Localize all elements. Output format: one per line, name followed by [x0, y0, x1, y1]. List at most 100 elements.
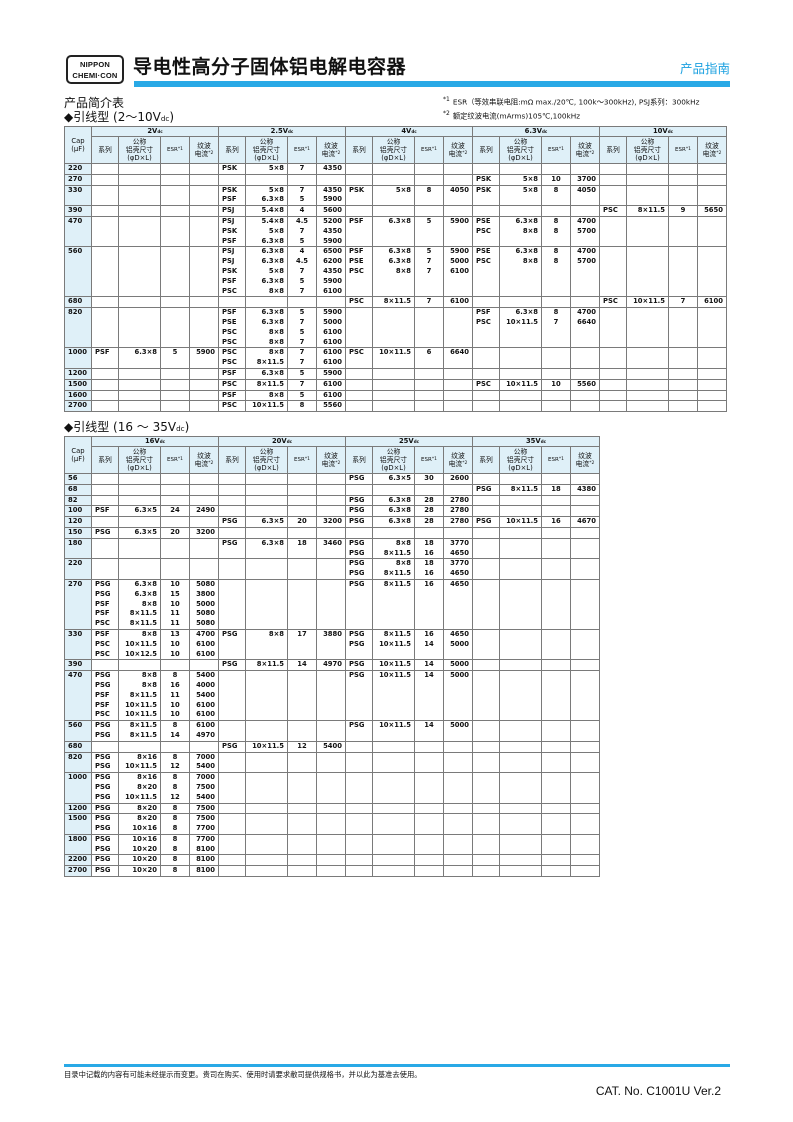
size-value: 8×11.5: [383, 548, 411, 557]
empty-line: [121, 549, 157, 559]
cap-cell: 390: [64, 659, 92, 672]
section-label: 产品指南: [679, 61, 730, 76]
ripple-cell: [443, 389, 473, 402]
empty-line: [248, 866, 284, 876]
esr-cell: [541, 537, 571, 560]
table-row: 220 PSK 5×8 7 4350: [64, 163, 727, 175]
note-esr: *1 ESR（等效串联电阻:mΩ max./20℃, 100k～300kHz), …: [443, 96, 699, 107]
empty-line: [319, 175, 342, 185]
empty-line: [121, 237, 157, 247]
ripple-cell: 4700 6640: [570, 307, 600, 349]
empty-line: [222, 297, 243, 307]
empty-line: [222, 731, 243, 741]
size-cell: 6.3×8 8×8: [499, 215, 542, 248]
esr-cell: 5: [160, 347, 190, 369]
empty-line: [700, 277, 723, 287]
empty-line: [319, 835, 342, 845]
size-cell: [118, 659, 161, 672]
size-value: 10×20: [132, 844, 157, 853]
empty-line: [248, 793, 284, 803]
empty-line: [502, 660, 538, 670]
catalog-number: CAT. No. C1001U Ver.2: [595, 1084, 721, 1098]
ripple-value: 5080: [196, 619, 215, 628]
empty-line: [544, 835, 568, 845]
series-header: 系列: [91, 136, 119, 164]
empty-line: [349, 773, 370, 783]
ripple-cell: [189, 367, 219, 380]
voltage-header: 35Vdc: [472, 436, 600, 447]
esr-cell: 8: [541, 184, 571, 207]
series-value: PSG: [95, 752, 111, 761]
empty-line: [446, 609, 469, 619]
table-row: 270 PSK 5×8 10 3700: [64, 173, 727, 186]
empty-line: [544, 640, 568, 650]
ripple-cell: [697, 367, 727, 380]
series-cell: PSK: [345, 184, 373, 207]
table-row: 2200 PSG 10×20 8 8100: [64, 854, 600, 867]
esr-cell: 18: [287, 537, 317, 560]
ripple-label: 纹波: [324, 452, 338, 460]
empty-line: [417, 600, 441, 610]
empty-line: [192, 485, 215, 495]
empty-line: [573, 569, 596, 579]
ripple-value: 6100: [323, 327, 342, 336]
empty-line: [476, 701, 497, 711]
size-cell: 8×8 8×8 8×11.5 10×11.5 10×11.5: [118, 670, 161, 722]
section-title-sub: dc: [176, 424, 185, 433]
series-cell: [91, 173, 119, 186]
empty-line: [629, 358, 665, 368]
empty-line: [476, 671, 497, 681]
cap-value: 680: [68, 297, 83, 306]
series-value: PSK: [222, 164, 238, 172]
size-label: (φD×L): [508, 154, 533, 162]
empty-line: [248, 496, 284, 506]
series-value: PSG: [349, 474, 365, 482]
esr-value: 7: [553, 317, 559, 326]
empty-line: [290, 710, 314, 720]
esr-value: 8: [172, 855, 178, 864]
ripple-value: 2600: [450, 474, 469, 482]
size-cell: [499, 473, 542, 485]
size-value: 6.3×5: [388, 474, 411, 482]
voltage-value: 25V: [398, 437, 414, 445]
empty-line: [671, 227, 695, 237]
empty-line: [629, 237, 665, 247]
cap-cell: 220: [64, 558, 92, 580]
size-cell: 8×11.5 10×11.5: [372, 628, 415, 661]
size-cell: [372, 378, 415, 391]
empty-line: [375, 793, 411, 803]
series-value: PSG: [476, 484, 492, 493]
esr-cell: [541, 163, 571, 175]
empty-line: [417, 824, 441, 834]
empty-line: [573, 701, 596, 711]
series-cell: [345, 400, 373, 413]
series-cell: PSE PSC: [472, 215, 500, 248]
empty-line: [163, 247, 187, 257]
empty-line: [417, 681, 441, 691]
empty-line: [375, 164, 411, 174]
series-value: PSG: [349, 721, 365, 730]
size-value: 8×11.5: [256, 358, 284, 367]
empty-line: [417, 710, 441, 720]
empty-line: [163, 267, 187, 277]
empty-line: [446, 773, 469, 783]
esr-value: 7: [299, 358, 305, 367]
series-value: PSF: [95, 629, 110, 638]
empty-line: [349, 287, 370, 297]
series-cell: [218, 720, 246, 742]
ripple-cell: 7700 8100: [189, 833, 219, 856]
empty-line: [476, 609, 497, 619]
empty-line: [573, 496, 596, 506]
empty-line: [544, 650, 568, 660]
empty-line: [121, 496, 157, 506]
ripple-cell: [570, 628, 600, 661]
empty-line: [544, 277, 568, 287]
size-label: (φD×L): [508, 464, 533, 472]
esr-cell: [414, 389, 444, 402]
esr-cell: 24: [160, 505, 190, 518]
ripple-value: 4670: [577, 517, 596, 526]
empty-line: [502, 549, 538, 559]
esr-cell: [414, 307, 444, 349]
ripple-cell: 5900: [443, 215, 473, 248]
esr-cell: [287, 670, 317, 722]
